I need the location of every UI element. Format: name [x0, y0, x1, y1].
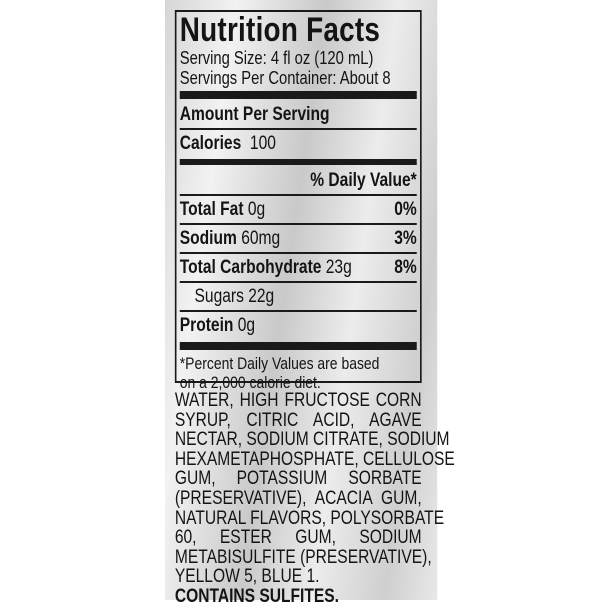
- divider: [179, 91, 417, 99]
- nutrient-row-total-fat: Total Fat 0g 0%: [179, 199, 417, 220]
- divider: [179, 342, 417, 350]
- divider: [179, 310, 417, 312]
- calories-label: Calories: [179, 133, 242, 154]
- ingredients-line: SYRUP, CITRIC ACID, AGAVE: [174, 409, 422, 431]
- divider: [179, 252, 417, 254]
- divider: [179, 128, 417, 130]
- nutrient-row-sodium: Sodium 60mg 3%: [179, 228, 417, 249]
- daily-value-header: % Daily Value*: [310, 170, 417, 191]
- divider: [179, 159, 417, 165]
- ingredients-line: NATURAL FLAVORS, POLYSORBATE: [174, 507, 445, 529]
- nutrient-row-total-carbohydrate: Total Carbohydrate 23g 8%: [179, 257, 417, 278]
- servings-per-container: Servings Per Container: About 8: [179, 68, 391, 88]
- allergen-statement: CONTAINS SULFITES.: [174, 585, 340, 607]
- nutrient-row-sugars: Sugars 22g: [194, 286, 275, 307]
- divider: [179, 281, 417, 283]
- footnote: *Percent Daily Values are based on a 2,0…: [179, 354, 380, 392]
- ingredients-line: METABISULFITE (PRESERVATIVE),: [174, 546, 432, 568]
- product-label: Nutrition Facts Serving Size: 4 fl oz (1…: [165, 0, 455, 606]
- divider: [179, 223, 417, 225]
- ingredients-line: WATER, HIGH FRUCTOSE CORN: [174, 390, 422, 411]
- ingredients-line: (PRESERVATIVE), ACACIA GUM,: [174, 487, 422, 509]
- calories-value: 100: [249, 133, 276, 154]
- serving-size: Serving Size: 4 fl oz (120 mL): [179, 48, 374, 68]
- nutrition-facts-panel: Nutrition Facts Serving Size: 4 fl oz (1…: [174, 10, 422, 392]
- ingredients-line: HEXAMETAPHOSPHATE, CELLULOSE: [174, 448, 455, 470]
- ingredients-list: WATER, HIGH FRUCTOSE CORN SYRUP, CITRIC …: [174, 390, 455, 607]
- calories-row: Calories 100: [180, 130, 417, 157]
- nutrient-row-protein: Protein 0g: [179, 315, 256, 336]
- nutrition-title: Nutrition Facts: [179, 11, 381, 49]
- divider: [179, 194, 417, 196]
- ingredients-line: GUM, POTASSIUM SORBATE: [174, 468, 422, 490]
- ingredients-line: YELLOW 5, BLUE 1.: [174, 566, 320, 588]
- ingredients-line: 60, ESTER GUM, SODIUM: [174, 527, 422, 549]
- ingredients-line: NECTAR, SODIUM CITRATE, SODIUM: [174, 429, 450, 451]
- amount-per-serving: Amount Per Serving: [179, 104, 330, 125]
